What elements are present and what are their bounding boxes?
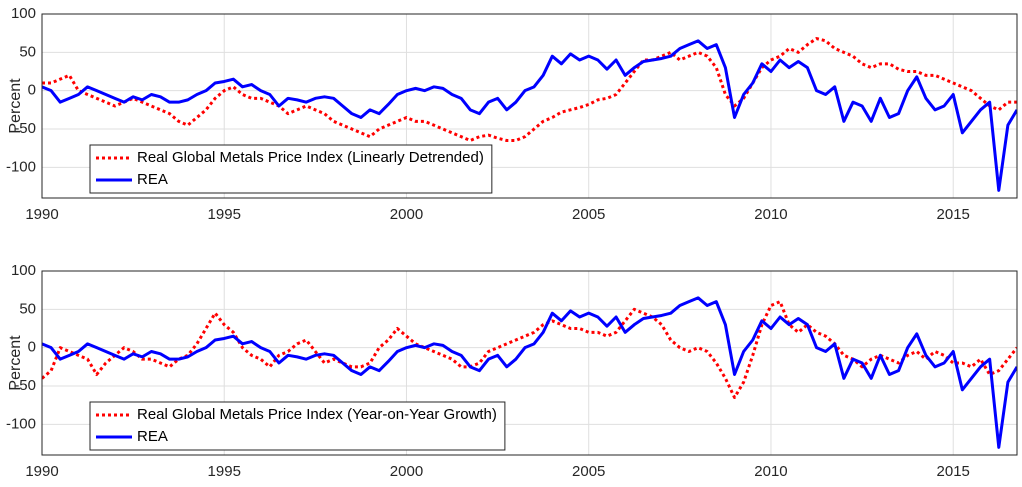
x-tick-label: 1995 bbox=[208, 463, 241, 480]
x-tick-label: 2010 bbox=[754, 463, 787, 480]
panel: -100 -50 0 50 100 1990 1995 2000 2005 2010 2015 Per… bbox=[6, 5, 1018, 223]
y-axis-label: Percent bbox=[7, 78, 24, 134]
y-tick-label: 50 bbox=[19, 300, 36, 317]
legend-label: Real Global Metals Price Index (Year-on-… bbox=[137, 406, 497, 423]
x-tick-label: 2010 bbox=[754, 206, 787, 223]
legend: Real Global Metals Price Index (Year-on-… bbox=[89, 401, 506, 451]
y-tick-label: -100 bbox=[6, 415, 36, 432]
y-tick-label: 0 bbox=[28, 82, 36, 99]
series-line bbox=[42, 300, 1017, 399]
x-tick-label: 2005 bbox=[572, 206, 605, 223]
y-tick-label: -50 bbox=[14, 120, 36, 137]
legend-label: Real Global Metals Price Index (Linearly… bbox=[137, 149, 484, 166]
x-tick-label: 2015 bbox=[937, 206, 970, 223]
legend-label: REA bbox=[137, 428, 168, 445]
y-tick-label: 100 bbox=[11, 262, 36, 279]
legend: Real Global Metals Price Index (Linearly… bbox=[89, 144, 493, 194]
y-tick-label: -100 bbox=[6, 158, 36, 175]
axes-box bbox=[41, 270, 1018, 456]
panel: -100 -50 0 50 100 1990 1995 2000 2005 2010 2015 Per… bbox=[6, 262, 1018, 480]
series-line bbox=[42, 296, 1017, 449]
y-tick-label: 50 bbox=[19, 43, 36, 60]
x-tick-label: 1995 bbox=[208, 206, 241, 223]
x-tick-label: 2015 bbox=[937, 463, 970, 480]
x-tick-label: 2000 bbox=[390, 206, 423, 223]
x-tick-label: 2000 bbox=[390, 463, 423, 480]
legend-box bbox=[89, 144, 493, 194]
y-axis-label: Percent bbox=[7, 335, 24, 391]
legend-box bbox=[89, 401, 506, 451]
legend-label: REA bbox=[137, 171, 168, 188]
x-tick-label: 2005 bbox=[572, 463, 605, 480]
y-tick-label: 100 bbox=[11, 5, 36, 22]
x-tick-label: 1990 bbox=[25, 463, 58, 480]
series-line bbox=[42, 37, 1017, 142]
y-tick-label: -50 bbox=[14, 377, 36, 394]
series-line bbox=[42, 39, 1017, 192]
x-tick-label: 1990 bbox=[25, 206, 58, 223]
axes-box bbox=[41, 13, 1018, 199]
y-tick-label: 0 bbox=[28, 339, 36, 356]
